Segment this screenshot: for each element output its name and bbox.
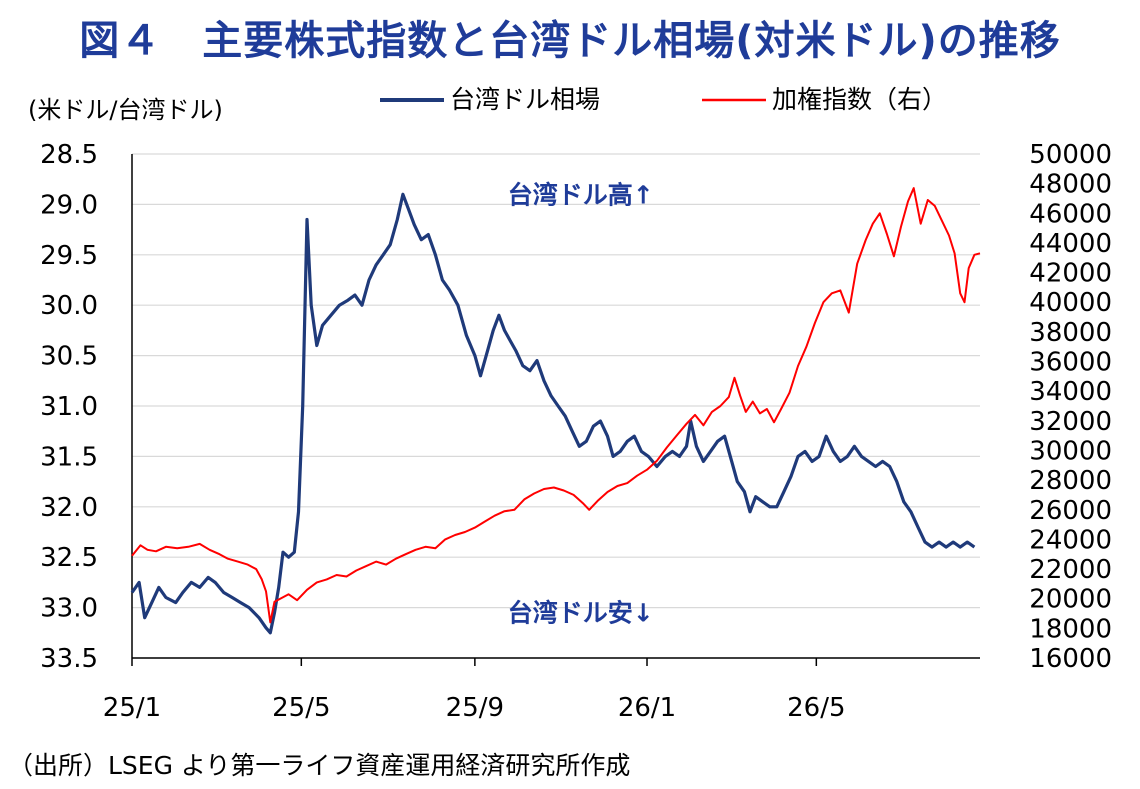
right-tick-label: 24000 [1029,525,1112,555]
plot-frame [131,154,980,659]
left-tick-label: 28.5 [40,140,98,170]
annotations: 台湾ドル高↑ 台湾ドル安↓ [508,180,654,627]
x-tick-label: 25/9 [446,693,504,723]
chart-svg: 28.5 29.0 29.5 30.0 30.5 31.0 31.5 32.0 32.5 33.0… [28,85,1112,723]
right-tick-label: 30000 [1029,436,1112,466]
right-tick-label: 42000 [1029,259,1112,289]
left-tick-label: 30.5 [40,342,98,372]
annotation-label: 台湾ドル高↑ [508,180,654,209]
series-line-taiex [131,187,981,624]
right-tick-label: 28000 [1029,466,1112,496]
right-tick-label: 22000 [1029,555,1112,585]
right-tick-label: 34000 [1029,377,1112,407]
right-tick-label: 20000 [1029,585,1112,615]
legend-label: 台湾ドル相場 [450,85,600,114]
left-tick-label: 29.5 [40,241,98,271]
left-tick-label: 30.0 [40,291,98,321]
right-tick-label: 26000 [1029,496,1112,526]
right-tick-label: 44000 [1029,229,1112,259]
right-tick-label: 50000 [1029,140,1112,170]
right-axis-ticks: 5000048000460004400042000400003800036000… [1029,140,1112,674]
left-tick-label: 33.0 [40,594,98,624]
left-axis-unit: (米ドル/台湾ドル) [28,96,223,124]
x-tick-label: 26/5 [787,693,845,723]
chart-title: 図４ 主要株式指数と台湾ドル相場(対米ドル)の推移 [79,18,1061,64]
right-tick-label: 48000 [1029,170,1112,200]
x-tick-label: 25/1 [103,693,161,723]
right-tick-label: 18000 [1029,614,1112,644]
legend-label: 加権指数（右） [772,85,947,114]
x-tick-label: 25/5 [272,693,330,723]
left-axis-ticks: 28.5 29.0 29.5 30.0 30.5 31.0 31.5 32.0 32.5 33.0… [40,140,98,674]
left-tick-label: 31.0 [40,392,98,422]
right-tick-label: 16000 [1029,644,1112,674]
x-tick-label: 26/1 [618,693,676,723]
series-layer [130,187,981,635]
source-note: （出所）LSEG より第一ライフ資産運用経済研究所作成 [8,751,631,780]
right-tick-label: 32000 [1029,407,1112,437]
left-tick-label: 29.0 [40,190,98,220]
left-tick-label: 32.5 [40,543,98,573]
right-tick-label: 38000 [1029,318,1112,348]
left-tick-label: 33.5 [40,644,98,674]
right-tick-label: 36000 [1029,348,1112,378]
series-line-twd [130,192,976,635]
grid-lines [132,153,980,659]
left-tick-label: 31.5 [40,442,98,472]
annotation-label: 台湾ドル安↓ [508,599,654,628]
legend: 台湾ドル相場 加権指数（右） [380,85,947,114]
left-tick-label: 32.0 [40,493,98,523]
right-tick-label: 46000 [1029,199,1112,229]
right-tick-label: 40000 [1029,288,1112,318]
x-axis-ticks: 25/1 25/5 25/9 26/1 26/5 [103,658,846,723]
